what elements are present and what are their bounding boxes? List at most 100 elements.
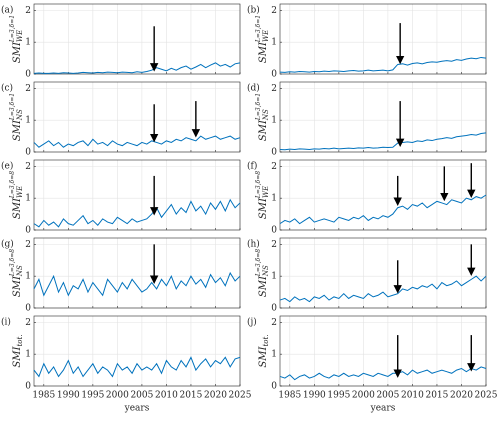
axes-box xyxy=(33,315,241,387)
panel-label: (e) xyxy=(1,161,13,172)
y-label-sub: NS xyxy=(262,265,270,277)
y-axis-label: SMIWEL=3,δ=8 xyxy=(255,171,271,219)
x-tick-label: 2010 xyxy=(401,391,424,401)
y-label-base: SMI xyxy=(12,275,23,297)
axes-box xyxy=(279,237,487,309)
y-label-sup: L=3,δ=8 xyxy=(255,249,262,277)
series-line xyxy=(279,275,487,303)
y-tick-label: 2 xyxy=(271,162,277,172)
y-tick-label: 2 xyxy=(25,162,31,172)
plot-area xyxy=(280,160,486,230)
y-tick-label: 1 xyxy=(25,116,31,126)
y-axis-label: SMIWEL=3,δ=1 xyxy=(9,15,25,63)
x-tick-label: 2005 xyxy=(376,391,399,401)
y-label-base: SMI xyxy=(258,41,269,63)
y-axis-label: SMIWEL=3,δ=1 xyxy=(255,15,271,63)
panel-label: (c) xyxy=(1,83,13,94)
y-tick-label: 2 xyxy=(25,318,31,328)
series-line xyxy=(279,56,487,73)
x-tick-label: 1990 xyxy=(303,391,326,401)
x-tick-label: 2020 xyxy=(204,391,227,401)
plot-area xyxy=(34,82,240,152)
panel: 012(c)SMINSL=3,δ=1 xyxy=(1,81,241,158)
y-label-sub: WE xyxy=(16,186,24,198)
plot-area xyxy=(34,4,240,74)
y-tick-label: 1 xyxy=(271,116,277,126)
y-label-sup: L=3,δ=1 xyxy=(9,93,16,121)
y-axis-label: SMINSL=3,δ=1 xyxy=(9,93,25,141)
y-tick-label: 0 xyxy=(271,226,277,236)
x-tick-label: 2025 xyxy=(475,391,498,401)
x-tick-label: 2015 xyxy=(425,391,448,401)
y-label-sup: L=3,δ=8 xyxy=(9,171,16,199)
y-label-base: SMI xyxy=(12,41,23,63)
panel: 012(h)SMINSL=3,δ=8 xyxy=(247,237,487,314)
panel: 012(b)SMIWEL=3,δ=1 xyxy=(247,3,487,80)
x-tick-label: 1985 xyxy=(278,391,301,401)
y-tick-label: 1 xyxy=(271,194,277,204)
y-tick-label: 1 xyxy=(25,38,31,48)
y-tick-label: 2 xyxy=(271,6,277,16)
panel-label: (h) xyxy=(247,239,260,250)
axes-box xyxy=(33,159,241,231)
x-tick-label: 2005 xyxy=(130,391,153,401)
y-tick-label: 0 xyxy=(271,70,277,80)
axes-box xyxy=(33,237,241,309)
panel: 012(d)SMINSL=3,δ=1 xyxy=(247,81,487,158)
series-line xyxy=(33,135,241,148)
y-label-base: SMI xyxy=(258,345,269,367)
panel-label: (a) xyxy=(1,5,13,16)
plot-area xyxy=(34,316,240,386)
y-tick-label: 0 xyxy=(271,382,277,392)
panel-label: (g) xyxy=(1,239,14,250)
y-tick-label: 2 xyxy=(25,6,31,16)
plot-area xyxy=(280,238,486,308)
x-axis-label: years xyxy=(370,404,396,414)
y-tick-label: 0 xyxy=(271,148,277,158)
panel-label: (i) xyxy=(1,317,11,328)
series-line xyxy=(33,271,241,297)
panel: 1985 1990 1995 2000 2005 2010 2015 2020 2025 0 1 2 (… xyxy=(247,315,498,414)
y-label-sup: L=3,δ=8 xyxy=(9,249,16,277)
y-tick-label: 0 xyxy=(25,148,31,158)
y-label-sub: NS xyxy=(262,109,270,121)
axes-box xyxy=(33,3,241,75)
y-tick-label: 1 xyxy=(271,272,277,282)
y-axis-label: SMItot. xyxy=(258,334,271,367)
x-tick-label: 1985 xyxy=(32,391,55,401)
series-line xyxy=(279,194,487,225)
series-line xyxy=(33,198,241,228)
panel-label: (d) xyxy=(247,83,260,94)
series-line xyxy=(33,356,241,378)
y-axis-label: SMINSL=3,δ=8 xyxy=(255,249,271,297)
x-tick-label: 1995 xyxy=(327,391,350,401)
y-label-base: SMI xyxy=(258,119,269,141)
y-axis-label: SMINSL=3,δ=1 xyxy=(255,93,271,141)
series-line xyxy=(33,62,241,74)
y-axis-label: SMINSL=3,δ=8 xyxy=(9,249,25,297)
y-tick-label: 2 xyxy=(25,84,31,94)
y-tick-label: 2 xyxy=(271,318,277,328)
plot-area xyxy=(280,4,486,74)
y-axis-label: SMIWEL=3,δ=8 xyxy=(9,171,25,219)
y-label-base: SMI xyxy=(12,119,23,141)
panel: 1985 1990 1995 2000 2005 2010 2015 2020 2025 0 1 2 (… xyxy=(1,315,252,414)
y-tick-label: 2 xyxy=(25,240,31,250)
y-label-sub: tot. xyxy=(16,334,24,346)
y-label-sup: L=3,δ=1 xyxy=(255,93,262,121)
plot-area xyxy=(34,238,240,308)
y-tick-label: 0 xyxy=(271,304,277,314)
y-label-sub: NS xyxy=(16,109,24,121)
y-label-sup: L=3,δ=8 xyxy=(255,171,262,199)
y-axis-label: SMItot. xyxy=(12,334,25,367)
series-line xyxy=(279,366,487,381)
x-tick-label: 2025 xyxy=(229,391,252,401)
panel: 012(e)SMIWEL=3,δ=8 xyxy=(1,159,241,236)
axes-box xyxy=(279,3,487,75)
y-tick-label: 0 xyxy=(25,226,31,236)
x-axis-label: years xyxy=(124,404,150,414)
y-label-sup: L=3,δ=1 xyxy=(9,15,16,43)
axes-box xyxy=(33,81,241,153)
axes-box xyxy=(279,81,487,153)
